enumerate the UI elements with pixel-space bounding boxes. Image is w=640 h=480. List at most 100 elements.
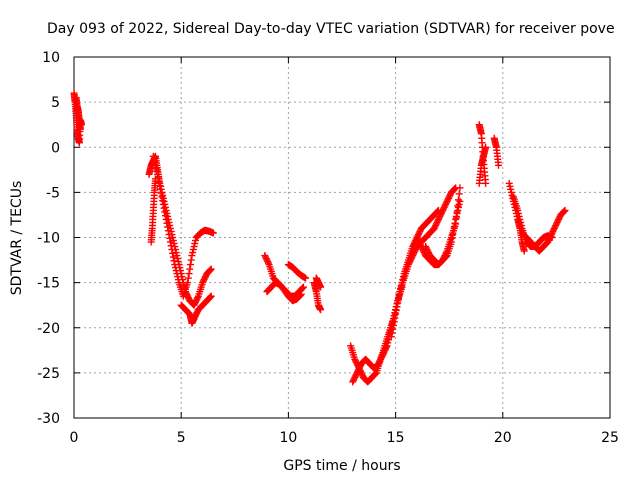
data-point: [452, 220, 460, 228]
data-point: [548, 234, 556, 241]
data-point: [391, 314, 399, 322]
data-point: [442, 249, 450, 257]
series-track-19-b: [475, 143, 490, 187]
y-tick-label: -30: [37, 411, 60, 427]
x-tick-label: 15: [387, 430, 405, 446]
data-point: [456, 184, 464, 192]
series-track-9-b: [263, 279, 305, 305]
data-point: [298, 285, 306, 293]
data-point: [158, 193, 166, 201]
data-point: [159, 197, 167, 205]
data-point: [433, 208, 441, 216]
x-tick-label: 10: [279, 430, 297, 446]
data-point: [393, 303, 401, 311]
data-point: [371, 370, 379, 378]
data-point: [302, 274, 310, 282]
series-track-3-b: [149, 152, 217, 300]
x-tick-label: 20: [494, 430, 512, 446]
data-point: [168, 246, 176, 254]
data-point: [185, 270, 193, 278]
data-point: [317, 283, 325, 291]
data-point: [392, 306, 400, 314]
data-point: [495, 161, 503, 169]
series-track-20-c: [514, 215, 528, 255]
series-track-19-c: [490, 134, 503, 169]
data-point: [170, 257, 178, 265]
data-point: [388, 329, 396, 337]
data-point: [207, 266, 215, 274]
data-point: [184, 279, 192, 287]
data-point: [454, 196, 462, 204]
series-track-3-c: [147, 175, 159, 246]
series-track-15-a: [379, 184, 460, 359]
data-point: [451, 185, 459, 193]
data-point: [207, 292, 215, 300]
data-point: [206, 267, 214, 275]
series-track-9-c: [284, 261, 310, 282]
data-point: [76, 125, 84, 133]
data-point: [296, 292, 304, 300]
data-point: [389, 321, 397, 329]
data-point: [520, 247, 528, 255]
y-tick-label: -15: [37, 276, 60, 292]
y-tick-label: -20: [37, 321, 60, 337]
data-point: [169, 253, 177, 261]
data-markers: [70, 89, 569, 386]
series-track-9-e: [312, 274, 325, 291]
y-tick-label: -5: [46, 185, 60, 201]
data-point: [207, 265, 215, 273]
y-tick-label: -10: [37, 231, 60, 247]
series-track-13-b: [349, 351, 387, 386]
data-point: [166, 238, 174, 246]
data-point: [184, 274, 192, 282]
data-point: [167, 242, 175, 250]
data-point: [194, 294, 202, 302]
series-track-3-d: [177, 292, 215, 327]
data-point: [162, 215, 170, 223]
data-point: [297, 291, 305, 299]
y-tick-label: 10: [42, 50, 60, 66]
data-point: [151, 175, 159, 183]
data-point: [561, 206, 569, 214]
data-point: [159, 200, 167, 208]
data-point: [299, 283, 307, 291]
data-point: [389, 325, 397, 333]
data-point: [160, 204, 168, 212]
x-tick-labels: 0 5 10 15 20 25: [70, 430, 619, 446]
data-point: [206, 294, 214, 302]
data-point: [453, 208, 461, 216]
y-tick-label: -25: [37, 366, 60, 382]
data-point: [560, 208, 568, 216]
data-point: [186, 261, 194, 269]
data-point: [392, 310, 400, 318]
data-point: [482, 143, 490, 151]
data-point: [186, 265, 194, 273]
data-point: [482, 179, 490, 187]
data-point: [166, 234, 174, 242]
data-point: [387, 333, 395, 341]
y-tick-label: 5: [51, 95, 60, 111]
data-point: [434, 206, 442, 214]
data-point: [207, 293, 215, 301]
data-point: [164, 227, 172, 235]
data-point: [434, 207, 442, 215]
series-track-9-d: [310, 279, 325, 314]
data-point: [156, 185, 164, 193]
data-point: [454, 202, 462, 210]
data-point: [155, 178, 163, 186]
data-point: [394, 299, 402, 307]
data-point: [390, 318, 398, 326]
data-point: [450, 185, 458, 193]
x-axis-label: GPS time / hours: [283, 458, 400, 474]
data-point: [154, 170, 162, 178]
series-track-16-b: [422, 184, 464, 269]
data-point: [456, 197, 464, 205]
data-point: [264, 259, 272, 267]
data-point: [157, 189, 165, 197]
y-tick-label: 0: [51, 140, 60, 156]
data-point: [382, 343, 390, 351]
x-tick-label: 25: [601, 430, 619, 446]
series-track-early-b: [72, 94, 84, 133]
data-point: [395, 291, 403, 299]
